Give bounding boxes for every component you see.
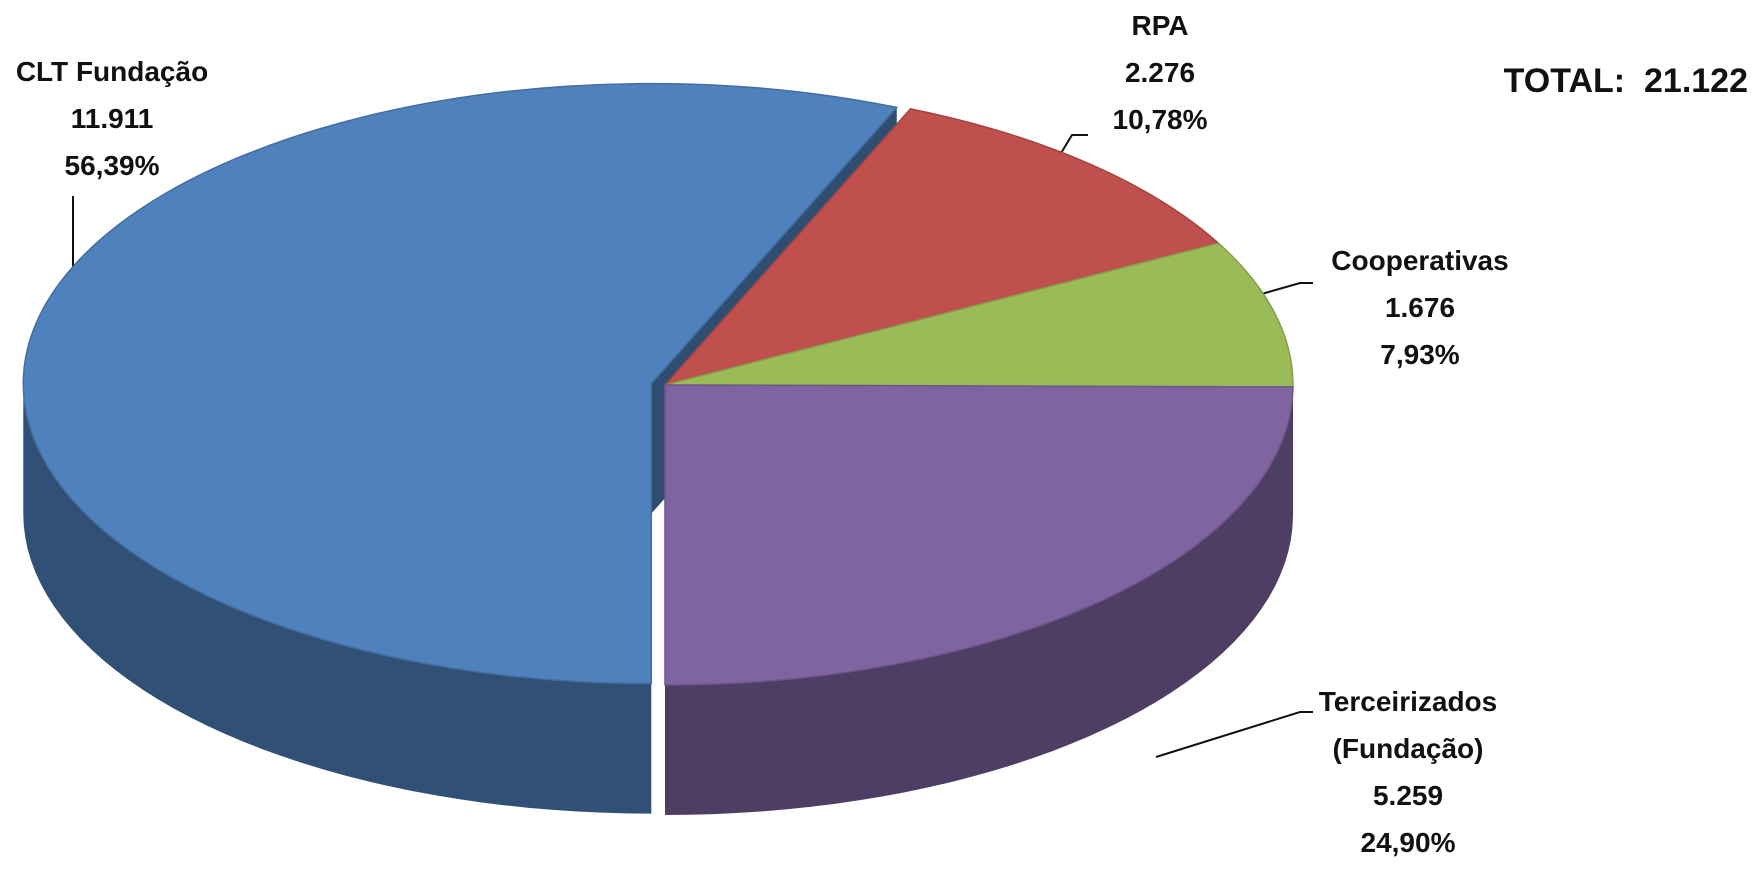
category-label: CLT Fundação — [15, 56, 209, 87]
percentage-label: 7,93% — [1380, 339, 1460, 370]
pie-slice — [664, 242, 1294, 388]
pie-side — [665, 386, 1293, 815]
value-label: 1.676 — [1384, 292, 1456, 323]
slice-label: CLT Fundação 11.911 56,39% — [16, 48, 208, 189]
leader-line — [1250, 282, 1313, 298]
pie-slice — [662, 108, 1221, 387]
slice-label: Terceirizados (Fundação) 5.259 24,90% — [1319, 678, 1497, 866]
percentage-label: 56,39% — [64, 150, 160, 181]
pie-slice — [664, 384, 1294, 686]
total-value: 21.122 — [1644, 62, 1748, 100]
pie-slice — [22, 82, 899, 685]
category-label: RPA — [1131, 10, 1189, 41]
slice-label: Cooperativas 1.676 7,93% — [1331, 237, 1508, 378]
pie-side — [23, 383, 652, 814]
category-label: Terceirizados (Fundação) — [1318, 686, 1498, 764]
value-label: 2.276 — [1124, 57, 1196, 88]
category-label: Cooperativas — [1331, 245, 1509, 276]
total-title: TOTAL: — [1503, 62, 1626, 100]
pie — [22, 82, 1294, 815]
value-label: 11.911 — [70, 103, 154, 134]
leader-line — [1155, 711, 1313, 758]
percentage-label: 24,90% — [1360, 827, 1456, 858]
slice-label: RPA 2.276 10,78% — [1113, 2, 1208, 143]
value-label: 5.259 — [1372, 780, 1444, 811]
total: TOTAL: 21.122 — [1504, 62, 1748, 101]
percentage-label: 10,78% — [1112, 104, 1208, 135]
